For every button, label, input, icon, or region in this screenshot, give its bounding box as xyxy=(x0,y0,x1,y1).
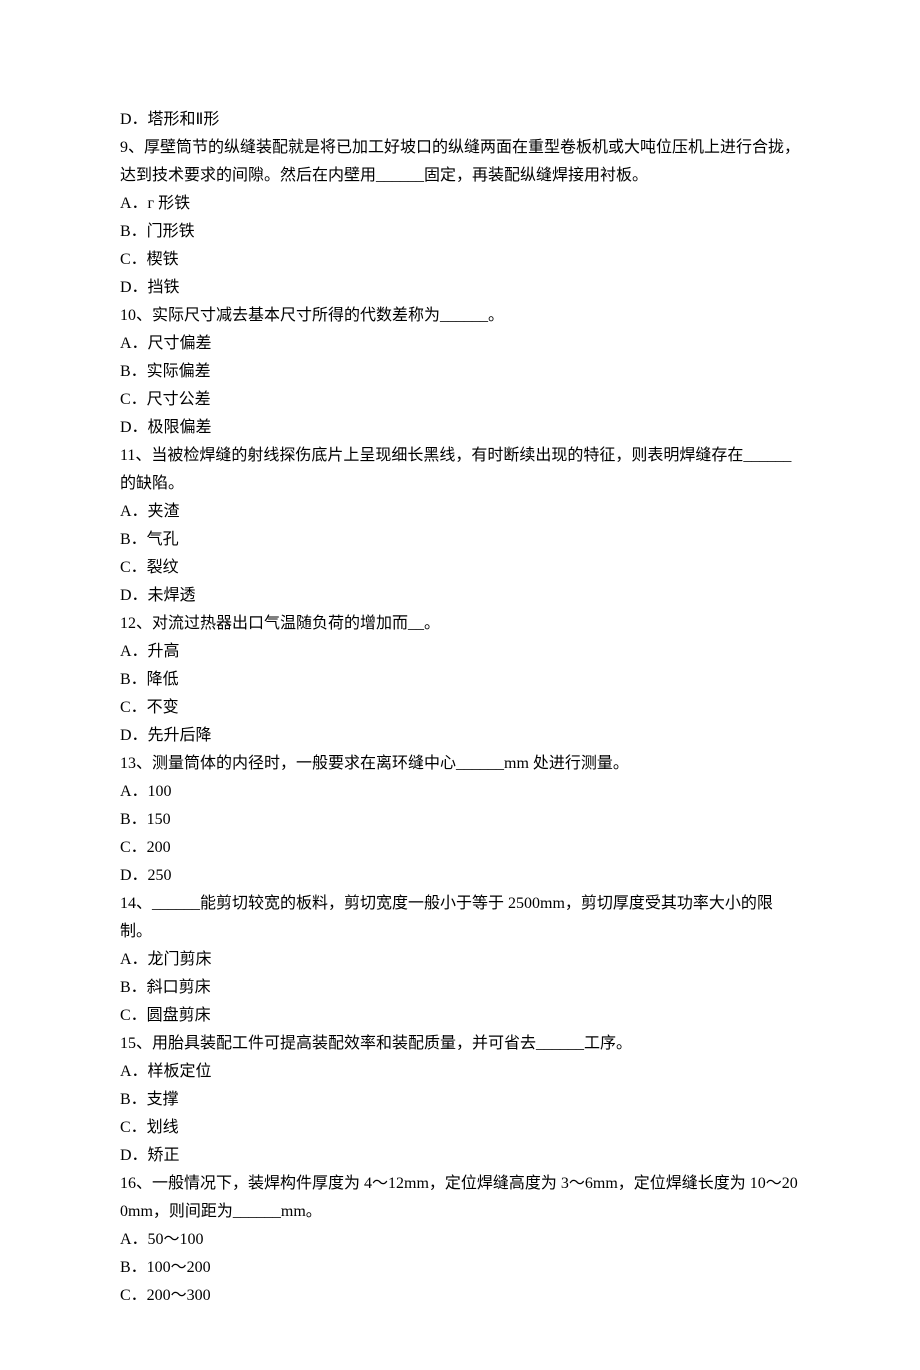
option-d: D．250 xyxy=(120,862,800,890)
option-b: B．100～200 xyxy=(120,1254,800,1282)
option-d: D．未焊透 xyxy=(120,582,800,610)
option-c: C．裂纹 xyxy=(120,554,800,582)
question-13-stem: 13、测量筒体的内径时，一般要求在离环缝中心______mm 处进行测量。 xyxy=(120,750,800,778)
question-9-stem: 9、厚壁筒节的纵缝装配就是将已加工好坡口的纵缝两面在重型卷板机或大吨位压机上进行… xyxy=(120,134,800,190)
option-c: C．楔铁 xyxy=(120,246,800,274)
document-page: D．塔形和Ⅱ形 9、厚壁筒节的纵缝装配就是将已加工好坡口的纵缝两面在重型卷板机或… xyxy=(0,0,920,1370)
question-11-stem: 11、当被检焊缝的射线探伤底片上呈现细长黑线，有时断续出现的特征，则表明焊缝存在… xyxy=(120,442,800,498)
question-16-stem: 16、一般情况下，装焊构件厚度为 4～12mm，定位焊缝高度为 3～6mm，定位… xyxy=(120,1170,800,1226)
option-b: B．降低 xyxy=(120,666,800,694)
option-a: A．50～100 xyxy=(120,1226,800,1254)
option-c: C．划线 xyxy=(120,1114,800,1142)
option-d: D．矫正 xyxy=(120,1142,800,1170)
question-15-stem: 15、用胎具装配工件可提高装配效率和装配质量，并可省去______工序。 xyxy=(120,1030,800,1058)
option-b: B．门形铁 xyxy=(120,218,800,246)
text-line: D．塔形和Ⅱ形 xyxy=(120,106,800,134)
option-a: A．夹渣 xyxy=(120,498,800,526)
option-b: B．气孔 xyxy=(120,526,800,554)
option-b: B．斜口剪床 xyxy=(120,974,800,1002)
option-a: A．100 xyxy=(120,778,800,806)
option-a: A．г 形铁 xyxy=(120,190,800,218)
option-d: D．挡铁 xyxy=(120,274,800,302)
option-c: C．200～300 xyxy=(120,1282,800,1310)
option-c: C．200 xyxy=(120,834,800,862)
question-12-stem: 12、对流过热器出口气温随负荷的增加而__。 xyxy=(120,610,800,638)
option-d: D．极限偏差 xyxy=(120,414,800,442)
option-b: B．实际偏差 xyxy=(120,358,800,386)
option-c: C．不变 xyxy=(120,694,800,722)
option-c: C．尺寸公差 xyxy=(120,386,800,414)
option-c: C．圆盘剪床 xyxy=(120,1002,800,1030)
option-d: D．先升后降 xyxy=(120,722,800,750)
question-14-stem: 14、______能剪切较宽的板料，剪切宽度一般小于等于 2500mm，剪切厚度… xyxy=(120,890,800,946)
option-a: A．样板定位 xyxy=(120,1058,800,1086)
option-b: B．150 xyxy=(120,806,800,834)
option-b: B．支撑 xyxy=(120,1086,800,1114)
question-10-stem: 10、实际尺寸减去基本尺寸所得的代数差称为______。 xyxy=(120,302,800,330)
option-a: A．龙门剪床 xyxy=(120,946,800,974)
option-a: A．升高 xyxy=(120,638,800,666)
option-a: A．尺寸偏差 xyxy=(120,330,800,358)
